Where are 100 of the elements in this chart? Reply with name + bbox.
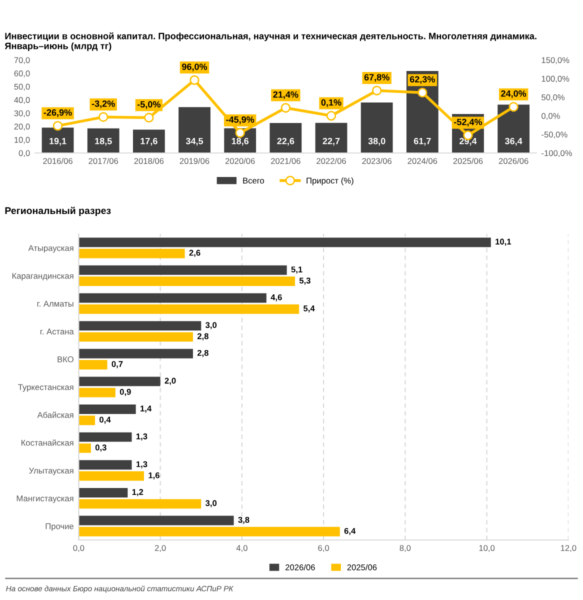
- y-tick-label: 30,0: [14, 110, 30, 118]
- data-label: 5,3: [299, 278, 310, 285]
- y-tick-label: Туркестанская: [18, 384, 74, 392]
- point: [418, 88, 428, 98]
- data-label: 96,0%: [182, 64, 208, 72]
- data-label: 5,1: [291, 266, 302, 274]
- data-label: 1,6: [148, 472, 160, 480]
- data-label: 18,5: [95, 138, 112, 146]
- data-label: 62,3%: [410, 76, 435, 84]
- bar: [78, 416, 96, 426]
- y-tick-label: ВКО: [58, 356, 74, 362]
- point: [52, 120, 63, 131]
- bar: [78, 360, 108, 370]
- x-tick-label: 2020/06: [225, 158, 255, 164]
- x-tick-label: 2025/06: [453, 158, 483, 164]
- data-label: 2,8: [197, 333, 208, 340]
- point: [326, 110, 336, 121]
- bar: [78, 304, 300, 314]
- y2-tick-label: 50,0%: [542, 94, 565, 102]
- data-label: 1,3: [136, 433, 148, 441]
- bar: [178, 107, 210, 153]
- y2-tick-label: 150,0%: [542, 57, 570, 64]
- chart-title: Региональный разрез: [5, 206, 111, 216]
- data-label: 0,4: [100, 416, 111, 424]
- y-tick-label: 50,0: [14, 84, 30, 91]
- data-label: 3,8: [238, 516, 250, 524]
- x-tick-label: 8,0: [400, 545, 411, 552]
- data-label: -45,9%: [226, 116, 254, 124]
- data-label: 5,4: [304, 306, 315, 313]
- data-label: -52,4%: [454, 118, 482, 126]
- y-tick-label: г. Алматы: [37, 300, 74, 307]
- data-label: 3,0: [205, 500, 217, 508]
- x-tick-label: 4,0: [236, 545, 248, 552]
- x-tick-label: 2016/06: [43, 158, 72, 164]
- bar: [78, 248, 185, 258]
- y2-tick-label: -100,0%: [542, 150, 572, 158]
- bar: [78, 321, 202, 331]
- data-label: 18,6: [232, 138, 249, 146]
- legend-label: Всего: [243, 178, 264, 184]
- data-label: 0,9: [120, 388, 131, 396]
- y-tick-label: Костанайская: [21, 439, 74, 446]
- y-tick-label: Улытауская: [29, 468, 74, 476]
- legend-label: 2025/06: [347, 564, 377, 570]
- point: [98, 112, 108, 122]
- x-tick-label: 2019/06: [180, 158, 210, 164]
- x-tick-label: 12,0: [560, 545, 576, 552]
- bar: [132, 130, 165, 153]
- x-tick-label: 2024/06: [408, 158, 438, 164]
- y-tick-label: Абайская: [37, 412, 74, 418]
- bar: [78, 332, 193, 342]
- bar: [78, 488, 128, 498]
- bar: [78, 265, 287, 275]
- data-label: 2,0: [164, 378, 176, 385]
- data-label: 24,0%: [501, 90, 526, 98]
- data-label: 2,8: [197, 350, 208, 358]
- data-label: 38,0: [368, 138, 386, 146]
- x-tick-label: 2018/06: [134, 158, 164, 164]
- bar: [78, 388, 116, 398]
- y2-tick-label: 100,0%: [542, 76, 570, 83]
- bar: [360, 102, 393, 153]
- data-label: 1,2: [132, 489, 144, 496]
- data-label: 0,3: [95, 444, 106, 452]
- point: [280, 102, 291, 113]
- data-label: 67,8%: [364, 74, 390, 82]
- x-tick-label: 0,0: [73, 545, 84, 552]
- bar: [78, 471, 144, 481]
- data-label: 61,7: [414, 138, 431, 146]
- bar: [78, 443, 91, 453]
- data-label: 36,4: [504, 138, 522, 146]
- y-tick-label: Атырауская: [28, 245, 74, 253]
- y2-tick-label: -50,0%: [542, 132, 568, 138]
- point: [372, 86, 382, 96]
- y-tick-label: 0,0: [18, 150, 30, 158]
- data-label: -3,2%: [92, 100, 115, 108]
- x-tick-label: 2022/06: [316, 158, 346, 164]
- data-label: 0,1%: [321, 99, 342, 107]
- data-label: 21,4%: [273, 91, 298, 100]
- y-tick-label: Мангистауская: [16, 496, 74, 504]
- data-label: 0,7: [112, 361, 123, 368]
- data-label: 6,4: [344, 528, 356, 536]
- data-label: -26,9%: [44, 109, 72, 117]
- data-label: 2,6: [189, 250, 200, 257]
- x-tick-label: 10,0: [479, 545, 495, 552]
- data-label: 3,0: [205, 322, 217, 330]
- y-tick-label: Карагандинская: [12, 273, 74, 280]
- bar: [270, 122, 302, 153]
- y-tick-label: г. Астана: [40, 328, 74, 334]
- data-label: 19,1: [50, 138, 66, 146]
- data-label: 1,4: [140, 406, 152, 413]
- data-label: 22,7: [322, 138, 340, 146]
- y-tick-label: 10,0: [14, 136, 30, 144]
- point: [235, 128, 245, 138]
- data-label: 22,6: [277, 138, 294, 146]
- bar: [78, 460, 132, 470]
- x-tick-label: 2023/06: [362, 158, 392, 164]
- point: [144, 112, 154, 123]
- x-tick-label: 2,0: [154, 545, 166, 552]
- point: [508, 102, 518, 112]
- y-tick-label: 40,0: [14, 97, 30, 104]
- bar: [315, 122, 348, 153]
